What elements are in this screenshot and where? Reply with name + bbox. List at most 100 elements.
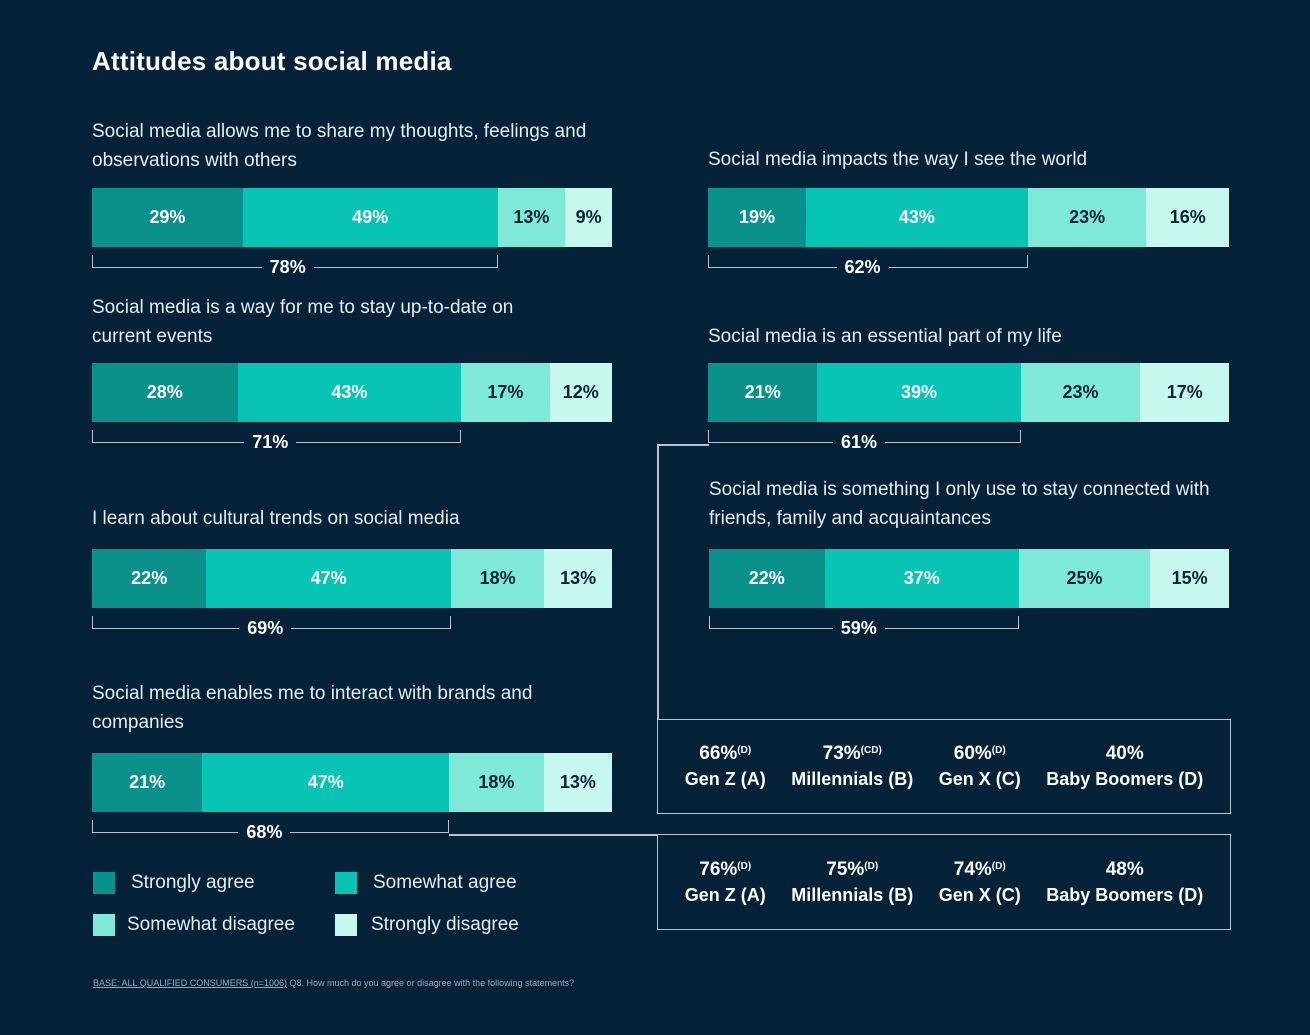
bar-segment-somewhat-agree: 43% — [806, 188, 1028, 247]
bar-segment-somewhat-agree: 47% — [206, 549, 451, 608]
agree-total-label: 62% — [836, 257, 889, 278]
agree-total-label: 78% — [261, 257, 314, 278]
data-label: 13% — [560, 568, 597, 588]
generation-group: 66%(D) Gen Z (A) — [685, 743, 766, 790]
data-label: 16% — [1169, 207, 1206, 227]
significance-marker: (D) — [737, 860, 752, 872]
agree-total-label: 61% — [833, 432, 886, 453]
stacked-bar: 19% 43% 23% 16% — [708, 188, 1229, 247]
generation-value: 66%(D) — [699, 743, 752, 764]
legend-swatch — [335, 914, 357, 936]
generation-name: Gen X (C) — [938, 769, 1021, 789]
stacked-bar: 21% 39% 23% 17% — [708, 363, 1229, 422]
data-label: 43% — [898, 207, 935, 227]
bar-segment-somewhat-disagree: 18% — [449, 753, 544, 812]
bar-segment-strongly-disagree: 12% — [549, 363, 612, 422]
bar-segment-strongly-agree: 22% — [709, 549, 825, 608]
statement-label: Social media is an essential part of my … — [708, 326, 1062, 347]
agree-total-label: 69% — [239, 618, 292, 639]
bar-segment-strongly-disagree: 13% — [543, 753, 612, 812]
data-label: 39% — [900, 382, 938, 402]
agree-total-label: 59% — [832, 618, 885, 639]
significance-marker: (D) — [991, 860, 1006, 872]
bar-segment-somewhat-agree: 47% — [202, 753, 450, 812]
stacked-bar: 29% 49% 13% 9% — [92, 188, 612, 247]
generation-group: 76%(D) Gen Z (A) — [685, 859, 766, 906]
data-label: 13% — [513, 207, 550, 227]
legend-item-strongly-disagree: Strongly disagree — [335, 914, 519, 936]
bar-segment-strongly-disagree: 9% — [565, 188, 612, 247]
agree-total-bracket: 59% — [709, 616, 1019, 639]
page-title: Attitudes about social media — [92, 46, 452, 76]
significance-marker: (D) — [991, 745, 1006, 756]
generation-group: 48% Baby Boomers (D) — [1046, 859, 1203, 906]
data-label: 49% — [352, 207, 389, 227]
data-label: 18% — [478, 772, 515, 792]
data-label: 47% — [310, 568, 347, 588]
bar-segment-somewhat-agree: 39% — [817, 363, 1021, 422]
data-label: 17% — [1166, 382, 1203, 402]
bar-segment-strongly-agree: 21% — [708, 363, 818, 422]
significance-marker: (D) — [864, 860, 879, 872]
data-label: 12% — [562, 382, 599, 402]
data-label: 43% — [331, 382, 368, 402]
data-label: 37% — [903, 568, 940, 588]
stacked-bar: 22% 47% 18% 13% — [92, 549, 612, 608]
generation-value: 75%(D) — [826, 858, 879, 880]
generation-value: 73%(CD) — [822, 743, 882, 764]
bar-segment-somewhat-disagree: 13% — [497, 188, 566, 247]
agree-total-bracket: 71% — [92, 430, 462, 453]
agree-total-bracket: 62% — [708, 255, 1028, 278]
generation-name: Baby Boomers (D) — [1046, 884, 1204, 905]
generation-name: Millennials (B) — [791, 884, 914, 905]
bar-segment-somewhat-agree: 49% — [242, 188, 498, 247]
legend-item-somewhat-agree: Somewhat agree — [335, 872, 517, 894]
bar-segment-somewhat-agree: 43% — [237, 363, 462, 422]
connector-line — [657, 444, 659, 720]
legend-swatch — [93, 872, 115, 894]
legend-label: Strongly agree — [131, 872, 255, 893]
data-label: 21% — [744, 382, 781, 402]
data-label: 25% — [1066, 568, 1103, 588]
agree-total-bracket: 61% — [708, 430, 1021, 453]
bar-segment-somewhat-disagree: 17% — [461, 363, 550, 422]
data-label: 47% — [307, 772, 344, 792]
generation-group: 75%(D) Millennials (B) — [791, 859, 913, 906]
agree-total-bracket: 78% — [92, 255, 498, 278]
connector-line — [657, 444, 709, 446]
generation-name: Baby Boomers (D) — [1046, 769, 1204, 789]
data-label: 23% — [1069, 207, 1106, 227]
generation-group: 73%(CD) Millennials (B) — [791, 743, 913, 790]
stacked-bar: 22% 37% 25% 15% — [709, 549, 1229, 608]
statement-label: Social media allows me to share my thoug… — [92, 121, 587, 171]
generation-group: 60%(D) Gen X (C) — [939, 743, 1021, 790]
generation-group: 40% Baby Boomers (D) — [1046, 743, 1203, 790]
data-label: 15% — [1171, 568, 1208, 588]
agree-total-bracket: 68% — [92, 820, 450, 843]
bar-segment-strongly-agree: 21% — [92, 753, 203, 812]
bar-segment-somewhat-disagree: 23% — [1020, 363, 1141, 422]
legend-item-strongly-agree: Strongly agree — [93, 872, 255, 894]
bar-segment-somewhat-agree: 37% — [824, 549, 1019, 608]
data-label: 22% — [748, 568, 785, 588]
generation-value: 60%(D) — [953, 743, 1006, 764]
bar-segment-strongly-agree: 29% — [92, 188, 243, 247]
bar-segment-strongly-agree: 22% — [92, 549, 207, 608]
legend-swatch — [93, 914, 115, 936]
generation-name: Millennials (B) — [791, 769, 914, 789]
generation-name: Gen Z (A) — [684, 769, 766, 789]
data-label: 18% — [479, 568, 516, 588]
footnote-base[interactable]: BASE: ALL QUALIFIED CONSUMERS (n=1006) — [93, 978, 287, 988]
data-label: 21% — [129, 772, 166, 792]
statement-label: Social media is something I only use to … — [709, 479, 1210, 529]
generation-group: 74%(D) Gen X (C) — [939, 859, 1021, 906]
generation-name: Gen X (C) — [938, 884, 1021, 905]
legend-label: Somewhat agree — [373, 872, 517, 893]
bar-segment-strongly-disagree: 15% — [1150, 549, 1229, 608]
legend-swatch — [335, 872, 357, 894]
bar-segment-somewhat-disagree: 25% — [1018, 549, 1151, 608]
footnote-question: Q8. How much do you agree or disagree wi… — [287, 978, 575, 988]
agree-total-label: 68% — [238, 822, 291, 843]
legend-item-somewhat-disagree: Somewhat disagree — [93, 914, 295, 936]
data-label: 28% — [146, 382, 183, 402]
